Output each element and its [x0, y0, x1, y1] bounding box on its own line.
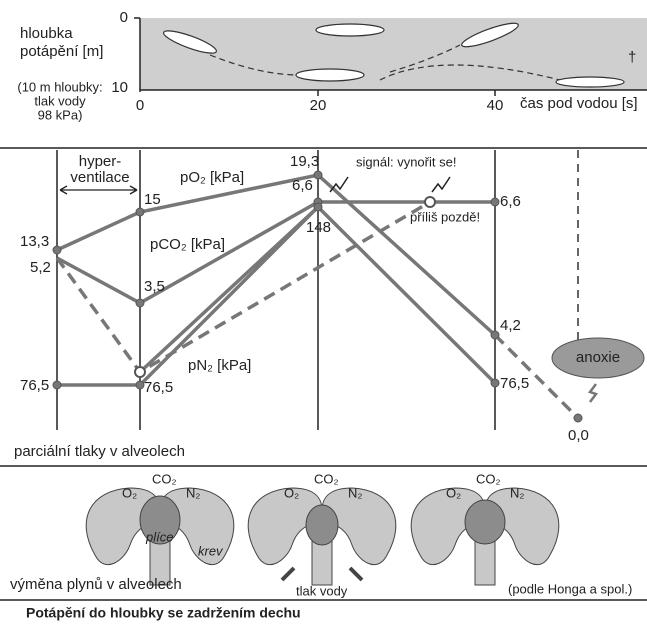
caption: Potápění do hloubky se zadržením dechu — [26, 605, 301, 621]
value-label: 15 — [144, 191, 161, 208]
series-label: pO₂ [kPa] — [180, 169, 244, 186]
value-label: 13,3 — [20, 233, 49, 250]
x-tick-label: 40 — [487, 97, 504, 114]
too-late: příliš pozdě! — [410, 209, 480, 224]
x-tick-label: 0 — [136, 97, 144, 114]
death-mark: † — [628, 49, 636, 66]
hyperventilation: ventilace — [70, 169, 129, 186]
pn2-line — [57, 207, 495, 385]
panel-footer: výměna plynů v alveolech — [10, 576, 182, 593]
gas-label: N₂ — [186, 485, 200, 500]
gas-label: CO₂ — [314, 471, 339, 486]
value-label: 76,5 — [144, 379, 173, 396]
interval-arrow — [60, 186, 137, 194]
gas-label: CO₂ — [476, 471, 501, 486]
source: (podle Honga a spol.) — [508, 581, 632, 596]
value-label: 3,5 — [144, 278, 165, 295]
anoxia: anoxie — [576, 349, 620, 366]
depth-note: (10 m hloubky: — [17, 79, 102, 94]
depth-note: tlak vody — [34, 93, 86, 108]
value-label: 76,5 — [20, 377, 49, 394]
value-label: 0,0 — [568, 427, 589, 444]
gas-label: N₂ — [348, 485, 362, 500]
value-label: 4,2 — [500, 317, 521, 334]
value-label: 6,6 — [292, 177, 313, 194]
anoxia-bolt — [590, 384, 596, 402]
value-label: 19,3 — [290, 153, 319, 170]
gas-label: N₂ — [510, 485, 524, 500]
gas-label: O₂ — [284, 485, 299, 500]
lungs-label: plíce — [145, 529, 173, 544]
value-label: 5,2 — [30, 259, 51, 276]
x-tick-label: 20 — [310, 97, 327, 114]
value-label: 76,5 — [500, 375, 529, 392]
series-label: pCO₂ [kPa] — [150, 236, 225, 253]
y-tick-label: 0 — [120, 9, 128, 26]
series-label: pN₂ [kPa] — [188, 357, 251, 374]
blood-label: krev — [198, 543, 224, 558]
figure: hloubka potápění [m] (10 m hloubky: tlak… — [0, 0, 647, 624]
too-late-bolt — [432, 177, 450, 192]
value-label: 6,6 — [500, 193, 521, 210]
water-pressure: tlak vody — [296, 583, 348, 598]
x-label: čas pod vodou [s] — [520, 95, 638, 112]
signal: signál: vynořit se! — [356, 154, 456, 169]
y-tick-label: 10 — [111, 79, 128, 96]
gas-label: O₂ — [446, 485, 461, 500]
panel-footer: parciální tlaky v alveolech — [14, 443, 185, 460]
depth-note: 98 kPa) — [38, 107, 83, 122]
gas-label: O₂ — [122, 485, 137, 500]
hyperventilation: hyper- — [79, 153, 122, 170]
gas-label: CO₂ — [152, 471, 177, 486]
value-label: 148 — [306, 219, 331, 236]
depth-label: potápění [m] — [20, 43, 103, 60]
depth-label: hloubka — [20, 25, 73, 42]
